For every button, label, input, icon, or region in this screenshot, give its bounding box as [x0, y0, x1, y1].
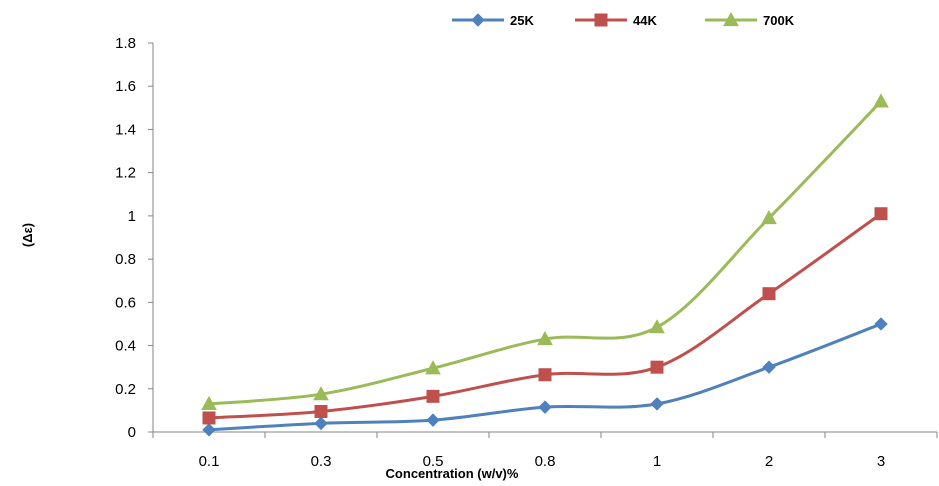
data-point [426, 413, 440, 427]
y-tick-label: 1 [128, 208, 136, 225]
data-point [313, 386, 329, 401]
x-tick-label: 3 [877, 453, 885, 470]
x-tick-label: 0.5 [423, 453, 444, 470]
data-point [202, 423, 216, 437]
x-tick-label: 0.1 [199, 453, 220, 470]
series-44k [202, 207, 888, 425]
data-point [650, 360, 664, 374]
x-tick-label: 2 [765, 453, 773, 470]
data-point [314, 404, 328, 418]
data-point [873, 93, 889, 108]
y-tick-label: 0 [128, 424, 136, 441]
legend-item: 44K [575, 13, 657, 28]
axes: 0 0.2 0.4 0.6 0.8 1 1.2 1.4 1.6 1.8 0.1 0.3 0.5 0.8 1 2… [115, 35, 938, 470]
y-tick-label: 1.8 [115, 35, 136, 52]
y-axis-title: (Δε) [20, 223, 35, 247]
data-point [426, 389, 440, 403]
y-tick-label: 1.2 [115, 165, 136, 182]
data-point [761, 210, 777, 225]
data-point [762, 287, 776, 301]
legend-marker [594, 13, 608, 27]
y-tick-label: 1.4 [115, 121, 136, 138]
legend-marker [723, 11, 739, 27]
data-point [425, 360, 441, 375]
legend-marker [471, 13, 485, 27]
legend-label: 44K [633, 13, 657, 28]
data-point [202, 411, 216, 425]
x-tick-label: 1 [653, 453, 661, 470]
y-tick-label: 0.8 [115, 251, 136, 268]
legend-label: 700K [763, 13, 795, 28]
y-tick-label: 0.2 [115, 381, 136, 398]
series-700k [201, 93, 889, 411]
legend-item: 25K [452, 13, 534, 28]
y-tick-label: 1.6 [115, 78, 136, 95]
data-point [762, 360, 776, 374]
legend-label: 25K [510, 13, 534, 28]
series-layer [201, 93, 889, 437]
y-tick-label: 0.4 [115, 338, 136, 355]
y-tick-label: 0.6 [115, 294, 136, 311]
data-point [537, 331, 553, 346]
data-point [650, 397, 664, 411]
data-point [874, 207, 888, 221]
x-tick-label: 0.3 [311, 453, 332, 470]
data-point [201, 395, 217, 411]
data-point [538, 368, 552, 382]
series-line [208, 212, 882, 420]
x-axis-title: Concentration (w/v)% [386, 466, 519, 481]
data-point [649, 319, 665, 334]
data-point [538, 400, 552, 414]
legend: 25K 44K 700K [452, 11, 795, 28]
data-point [874, 317, 888, 331]
x-tick-label: 0.8 [535, 453, 556, 470]
series-line [208, 100, 883, 406]
legend-item: 700K [705, 11, 795, 28]
series-25k [202, 317, 888, 437]
data-point [314, 416, 328, 431]
